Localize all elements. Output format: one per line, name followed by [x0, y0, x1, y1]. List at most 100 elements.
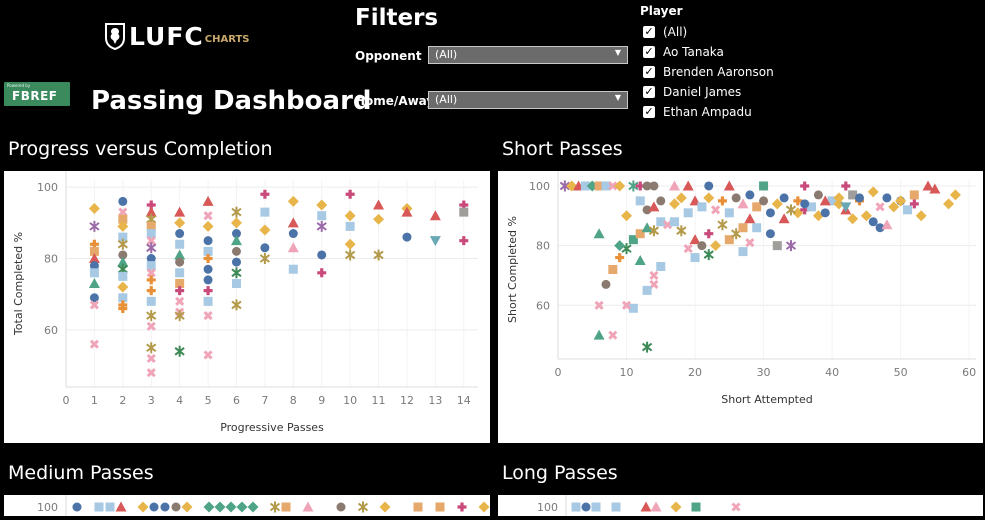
scatter-point[interactable]: [635, 229, 645, 239]
scatter-point[interactable]: [663, 220, 673, 230]
scatter-point[interactable]: [771, 198, 783, 210]
scatter-point[interactable]: [827, 196, 837, 206]
scatter-point[interactable]: [302, 501, 314, 512]
scatter-point[interactable]: [717, 219, 728, 231]
scatter-point[interactable]: [738, 223, 748, 233]
scatter-point[interactable]: [373, 199, 385, 210]
scatter-point[interactable]: [703, 192, 715, 204]
scatter-point[interactable]: [203, 501, 215, 513]
scatter-point[interactable]: [230, 235, 242, 246]
scatter-point[interactable]: [649, 181, 659, 191]
scatter-point[interactable]: [819, 195, 831, 206]
scatter-point[interactable]: [118, 196, 128, 206]
scatter-point[interactable]: [669, 217, 679, 227]
scatter-point[interactable]: [429, 236, 441, 247]
scatter-point[interactable]: [231, 279, 241, 288]
scatter-point[interactable]: [723, 180, 735, 191]
scatter-point[interactable]: [608, 330, 618, 340]
scatter-point[interactable]: [260, 207, 270, 217]
scatter-point[interactable]: [118, 271, 128, 281]
scatter-point[interactable]: [459, 236, 469, 246]
scatter-point[interactable]: [593, 228, 605, 239]
player-option-all[interactable]: ✓ (All): [643, 23, 687, 40]
scatter-point[interactable]: [146, 310, 157, 322]
scatter-point[interactable]: [765, 208, 775, 218]
scatter-point[interactable]: [628, 303, 638, 313]
scatter-point[interactable]: [559, 180, 570, 192]
scatter-point[interactable]: [175, 286, 185, 296]
scatter-point[interactable]: [231, 206, 242, 218]
scatter-point[interactable]: [175, 296, 185, 306]
scatter-point[interactable]: [635, 196, 645, 206]
scatter-point[interactable]: [117, 281, 129, 293]
scatter-point[interactable]: [379, 501, 391, 513]
scatter-point[interactable]: [909, 190, 919, 200]
scatter-point[interactable]: [118, 250, 128, 260]
scatter-point[interactable]: [902, 205, 912, 215]
scatter-point[interactable]: [88, 278, 100, 288]
checkbox-checked-icon[interactable]: ✓: [643, 24, 655, 38]
scatter-point[interactable]: [115, 501, 127, 512]
scatter-point[interactable]: [813, 190, 823, 200]
scatter-point[interactable]: [785, 240, 797, 252]
scatter-point[interactable]: [117, 220, 129, 232]
scatter-point[interactable]: [785, 204, 797, 216]
scatter-point[interactable]: [89, 268, 99, 278]
scatter-point[interactable]: [259, 253, 271, 265]
scatter-point[interactable]: [779, 193, 789, 203]
scatter-point[interactable]: [737, 198, 749, 209]
scatter-point[interactable]: [117, 256, 129, 267]
scatter-point[interactable]: [435, 502, 445, 512]
scatter-point[interactable]: [711, 205, 721, 215]
scatter-point[interactable]: [641, 222, 653, 233]
scatter-point[interactable]: [89, 220, 100, 232]
scatter-point[interactable]: [259, 224, 271, 236]
scatter-point[interactable]: [676, 225, 687, 237]
scatter-point[interactable]: [690, 253, 700, 263]
player-option-ao-tanaka[interactable]: ✓ Ao Tanaka: [643, 43, 724, 60]
scatter-point[interactable]: [608, 265, 618, 274]
scatter-point[interactable]: [841, 181, 851, 191]
scatter-point[interactable]: [888, 201, 900, 213]
scatter-point[interactable]: [231, 246, 241, 256]
scatter-point[interactable]: [402, 232, 412, 242]
scatter-point[interactable]: [642, 181, 652, 191]
scatter-point[interactable]: [146, 275, 156, 285]
scatter-point[interactable]: [260, 243, 270, 253]
scatter-point[interactable]: [833, 198, 845, 210]
scatter-point[interactable]: [146, 221, 156, 231]
scatter-point[interactable]: [882, 193, 892, 203]
scatter-point[interactable]: [373, 213, 385, 225]
scatter-point[interactable]: [848, 190, 858, 200]
scatter-point[interactable]: [591, 502, 601, 512]
scatter-point[interactable]: [717, 196, 727, 206]
scatter-point[interactable]: [759, 181, 769, 191]
scatter-point[interactable]: [146, 296, 156, 306]
scatter-point[interactable]: [137, 501, 149, 513]
scatter-point[interactable]: [840, 202, 852, 213]
scatter-point[interactable]: [594, 300, 604, 310]
scatter-point[interactable]: [146, 321, 156, 331]
scatter-point[interactable]: [752, 223, 762, 233]
scatter-point[interactable]: [225, 501, 237, 513]
scatter-point[interactable]: [89, 339, 99, 349]
scatter-point[interactable]: [922, 180, 934, 191]
scatter-point[interactable]: [174, 217, 186, 229]
scatter-point[interactable]: [231, 267, 242, 279]
scatter-point[interactable]: [214, 501, 226, 513]
scatter-point[interactable]: [656, 196, 666, 206]
scatter-point[interactable]: [634, 255, 646, 266]
scatter-point[interactable]: [615, 253, 625, 263]
scatter-point[interactable]: [847, 213, 859, 225]
scatter-point[interactable]: [704, 181, 714, 191]
scatter-point[interactable]: [203, 350, 213, 360]
scatter-point[interactable]: [203, 211, 213, 221]
scatter-point[interactable]: [118, 214, 128, 224]
scatter-point[interactable]: [146, 254, 156, 264]
scatter-point[interactable]: [759, 196, 769, 206]
scatter-point[interactable]: [710, 240, 722, 252]
scatter-point[interactable]: [704, 229, 714, 239]
scatter-point[interactable]: [909, 199, 919, 209]
scatter-point[interactable]: [316, 220, 327, 232]
